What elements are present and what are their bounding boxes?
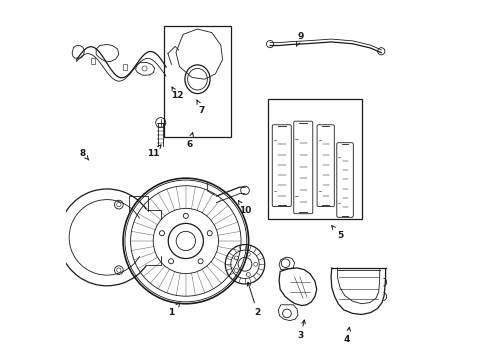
Text: 3: 3 xyxy=(297,320,305,341)
Text: 2: 2 xyxy=(247,282,261,317)
Text: 8: 8 xyxy=(80,149,89,160)
Text: 1: 1 xyxy=(169,303,180,317)
Bar xyxy=(269,99,362,220)
Text: 6: 6 xyxy=(186,132,194,149)
Text: 4: 4 xyxy=(344,327,350,344)
Text: 7: 7 xyxy=(197,100,205,114)
Bar xyxy=(91,58,95,64)
Text: 12: 12 xyxy=(171,87,183,100)
Text: 9: 9 xyxy=(296,32,304,46)
Text: 10: 10 xyxy=(238,201,251,215)
Text: 5: 5 xyxy=(332,226,343,240)
Text: 11: 11 xyxy=(147,145,161,158)
Bar xyxy=(164,26,231,137)
Bar xyxy=(123,64,127,69)
